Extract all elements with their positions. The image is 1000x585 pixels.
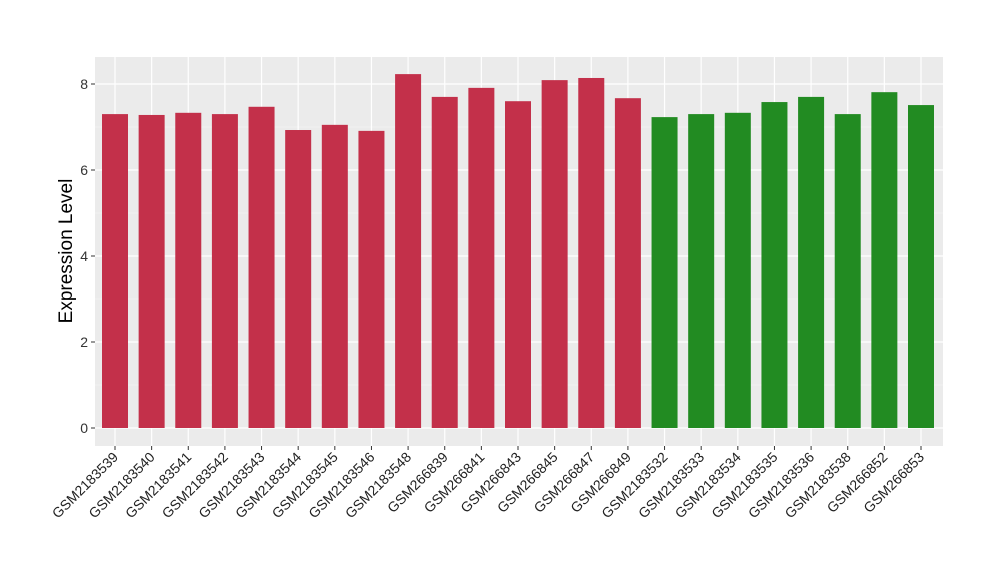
bar-GSM2183538 [834, 114, 861, 428]
bar-GSM266853 [908, 105, 934, 428]
bar-GSM2183539 [102, 114, 128, 428]
bar-GSM2183535 [761, 102, 788, 428]
bar-GSM2183532 [651, 117, 678, 429]
bar-GSM2183543 [248, 106, 275, 428]
bar-GSM266843 [505, 101, 531, 428]
bar-GSM2183541 [175, 112, 202, 428]
y-tick-label: 6 [80, 162, 88, 178]
bar-GSM2183546 [358, 130, 385, 428]
bar-GSM2183536 [798, 96, 825, 429]
bar-GSM2183540 [138, 114, 165, 429]
y-tick-label: 0 [80, 420, 88, 436]
bar-GSM266841 [468, 87, 495, 429]
y-tick-label: 2 [80, 334, 88, 350]
y-tick-label: 8 [80, 76, 88, 92]
bar-GSM2183533 [688, 114, 715, 428]
bar-GSM2183548 [395, 74, 422, 429]
y-axis: 0 2 4 6 8 [80, 76, 95, 436]
bar-GSM2183544 [285, 130, 312, 428]
bar-GSM266849 [614, 98, 641, 428]
y-tick-label: 4 [80, 248, 88, 264]
bar-GSM266852 [871, 92, 898, 429]
y-axis-label: Expression Level [56, 179, 77, 324]
x-axis: GSM2183539GSM2183540GSM2183541GSM2183542… [49, 446, 927, 521]
bar-GSM266845 [541, 80, 568, 428]
bar-GSM266847 [578, 77, 605, 428]
bar-GSM2183542 [211, 114, 238, 428]
bar-GSM266839 [431, 96, 458, 429]
bar-GSM2183534 [724, 112, 751, 428]
bars [102, 74, 934, 429]
bar-GSM2183545 [321, 124, 348, 428]
